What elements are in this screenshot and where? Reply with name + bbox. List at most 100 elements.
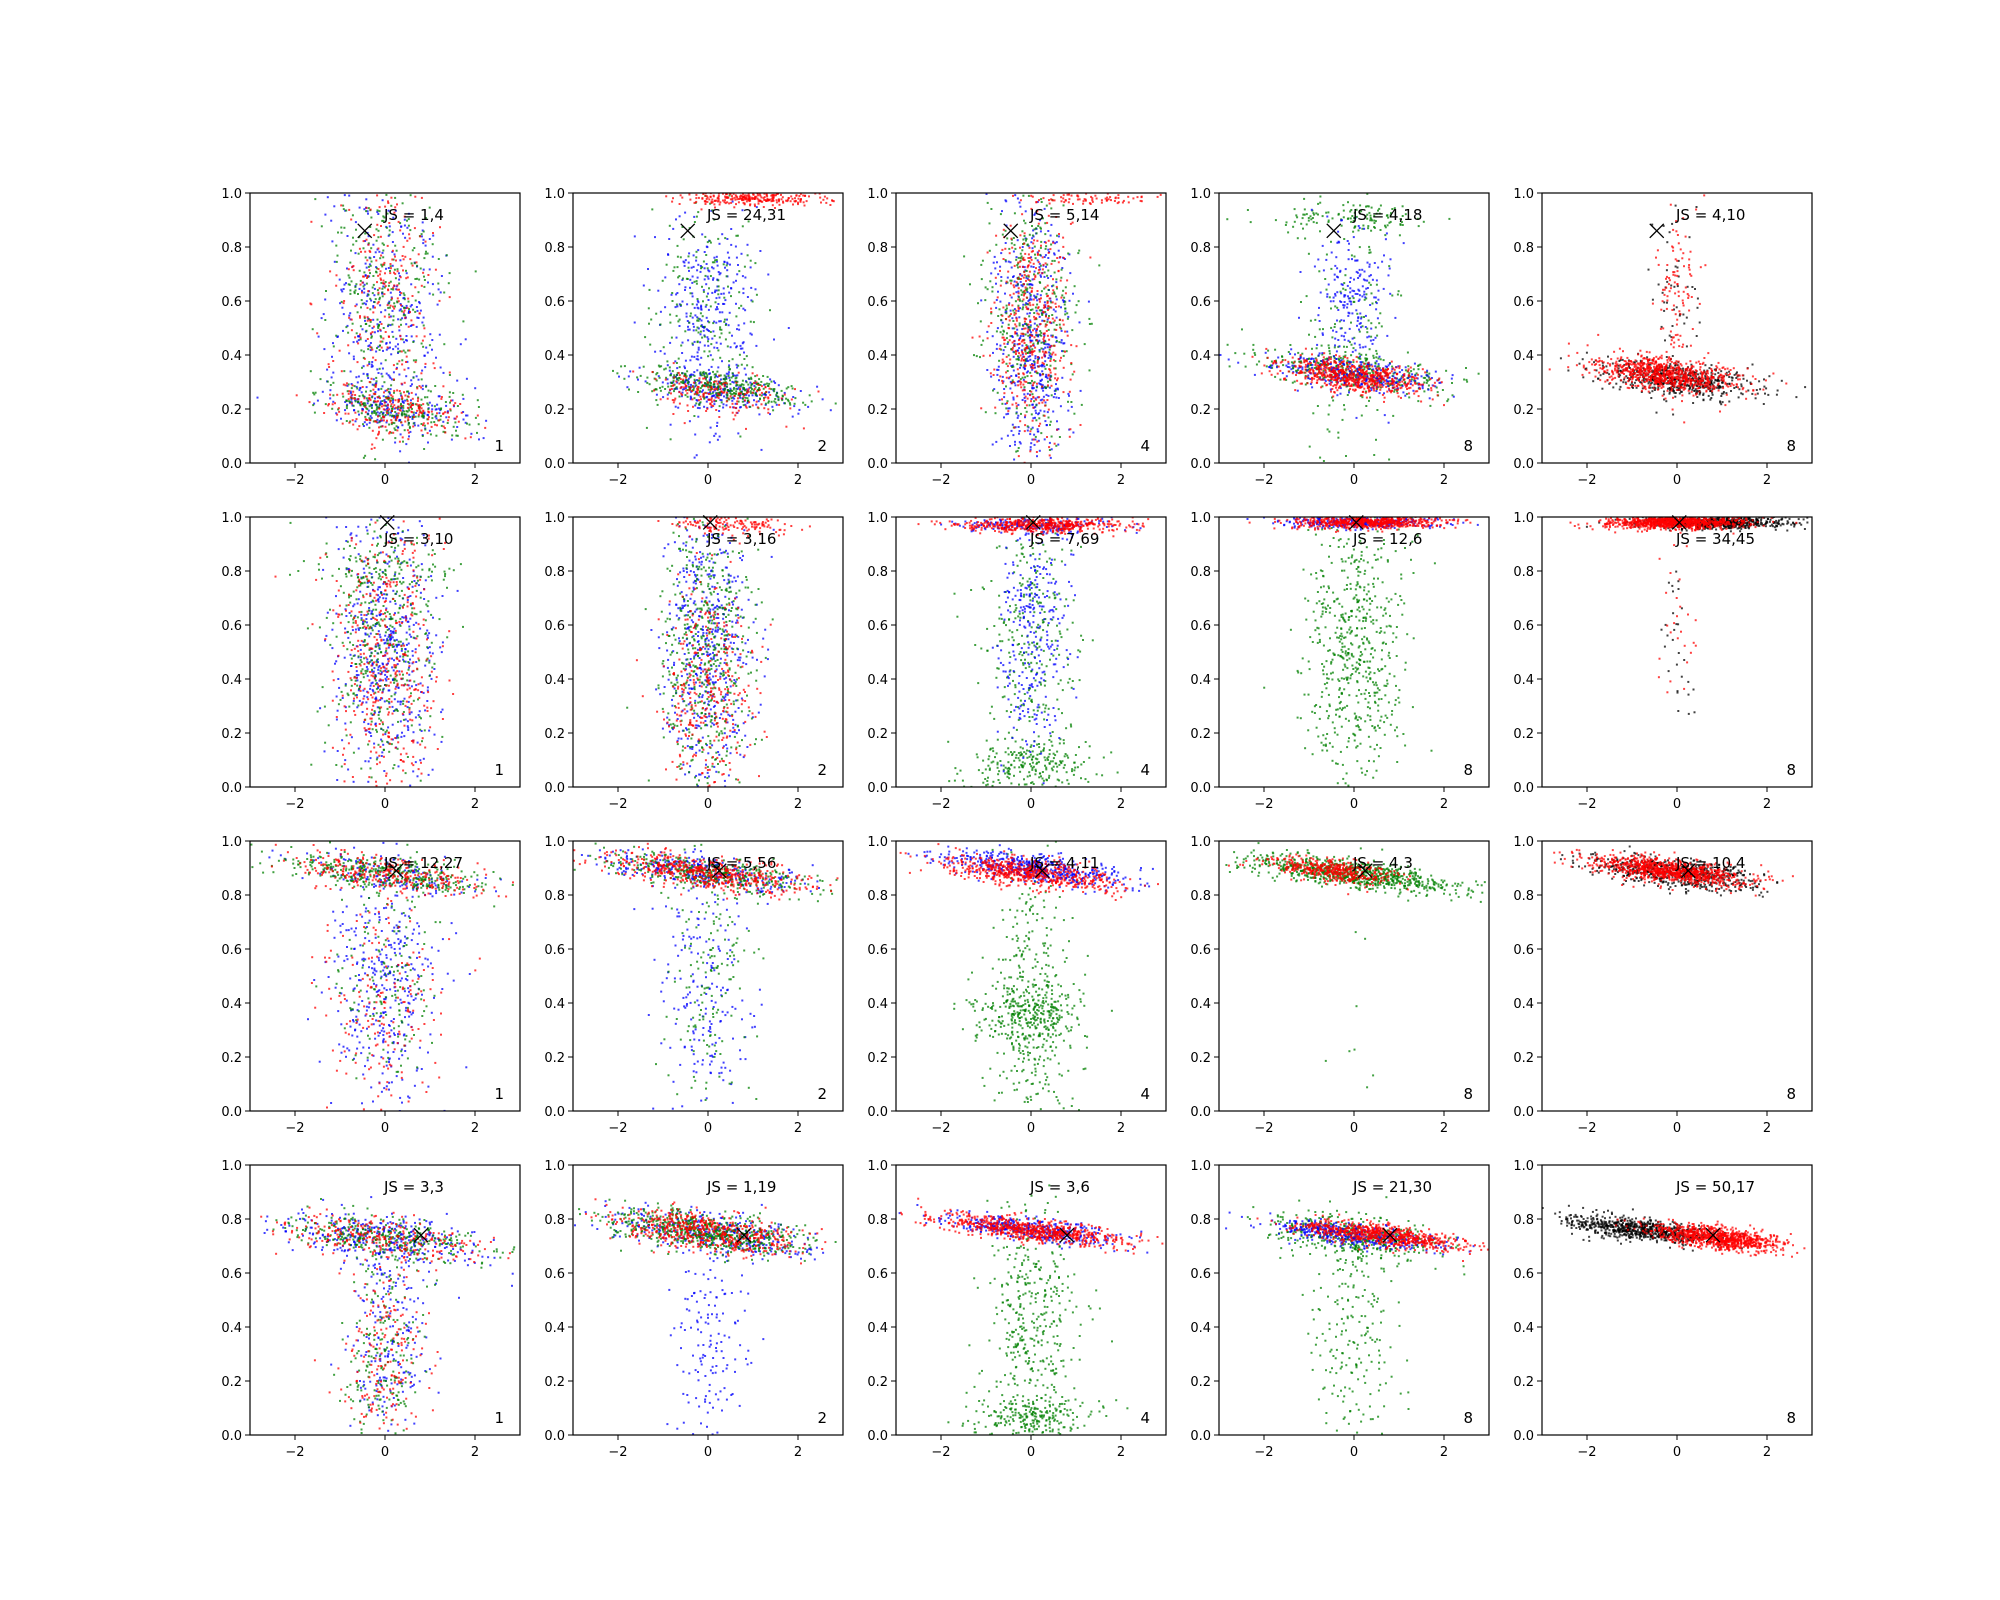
point	[427, 274, 430, 276]
point	[370, 335, 373, 338]
point	[1007, 323, 1010, 326]
point	[1378, 322, 1381, 325]
point	[1350, 254, 1353, 257]
point	[1030, 390, 1033, 393]
point	[743, 197, 746, 199]
point	[740, 304, 743, 307]
point	[711, 266, 713, 269]
y-tick-label: 1.0	[867, 187, 888, 202]
point	[349, 390, 352, 393]
point	[1050, 243, 1053, 246]
point	[1046, 377, 1049, 380]
point	[1308, 333, 1310, 336]
point	[693, 306, 696, 309]
point	[1016, 283, 1019, 286]
point	[1024, 416, 1026, 419]
point	[1030, 398, 1033, 400]
point	[1358, 352, 1361, 355]
point	[1045, 375, 1048, 378]
point	[754, 380, 757, 383]
point	[1012, 365, 1015, 368]
point	[730, 393, 733, 396]
point	[767, 400, 770, 403]
point	[1342, 204, 1345, 207]
point	[1140, 196, 1143, 199]
point	[739, 385, 742, 388]
point	[1322, 328, 1324, 331]
point	[385, 429, 388, 432]
point	[400, 292, 403, 295]
point	[716, 260, 718, 263]
point	[415, 335, 418, 338]
point	[389, 414, 392, 417]
point	[1052, 321, 1055, 324]
point	[720, 392, 723, 395]
point	[1026, 244, 1029, 247]
point	[726, 394, 729, 397]
point	[376, 194, 379, 197]
point	[792, 203, 794, 206]
point	[742, 193, 744, 196]
point	[407, 325, 410, 328]
point	[1014, 384, 1017, 387]
point	[376, 411, 379, 414]
point	[637, 391, 640, 393]
point	[718, 320, 721, 323]
js-label: JS = 1,4	[383, 206, 444, 224]
point	[1393, 390, 1396, 393]
point	[710, 376, 713, 379]
point	[998, 308, 1001, 311]
point	[1049, 357, 1052, 360]
point	[735, 256, 738, 259]
point	[1044, 306, 1047, 309]
point	[364, 262, 367, 265]
point	[1015, 284, 1017, 287]
point	[454, 417, 457, 420]
point	[1307, 219, 1310, 222]
point	[365, 303, 367, 306]
point	[1379, 386, 1382, 389]
point	[1373, 454, 1376, 456]
point	[319, 378, 322, 381]
point	[398, 329, 401, 332]
point	[675, 373, 678, 376]
point	[375, 350, 378, 353]
point	[994, 276, 997, 279]
point	[689, 315, 692, 318]
point	[690, 390, 693, 393]
point	[797, 197, 800, 200]
point	[410, 283, 413, 286]
point	[720, 328, 723, 331]
point	[1062, 236, 1065, 239]
point	[1002, 380, 1005, 383]
point	[1292, 371, 1295, 373]
point	[1369, 217, 1372, 219]
point	[1057, 305, 1060, 308]
point	[668, 369, 671, 372]
point	[1057, 443, 1060, 446]
point	[713, 434, 716, 437]
point	[730, 389, 732, 392]
point	[741, 197, 744, 200]
point	[722, 383, 725, 386]
point	[759, 199, 762, 202]
point	[799, 193, 802, 195]
point	[716, 425, 718, 427]
point	[440, 396, 443, 398]
point	[1047, 317, 1050, 319]
point	[1070, 401, 1073, 403]
point	[681, 388, 684, 391]
point	[702, 260, 705, 263]
point	[369, 415, 372, 418]
point	[751, 372, 754, 375]
point	[1355, 215, 1358, 218]
point	[407, 418, 410, 421]
point	[380, 411, 383, 413]
point	[710, 397, 713, 400]
point	[651, 390, 654, 393]
point	[363, 395, 366, 398]
point	[1018, 324, 1021, 327]
point	[362, 285, 365, 288]
point	[1001, 358, 1004, 361]
point	[732, 418, 735, 421]
